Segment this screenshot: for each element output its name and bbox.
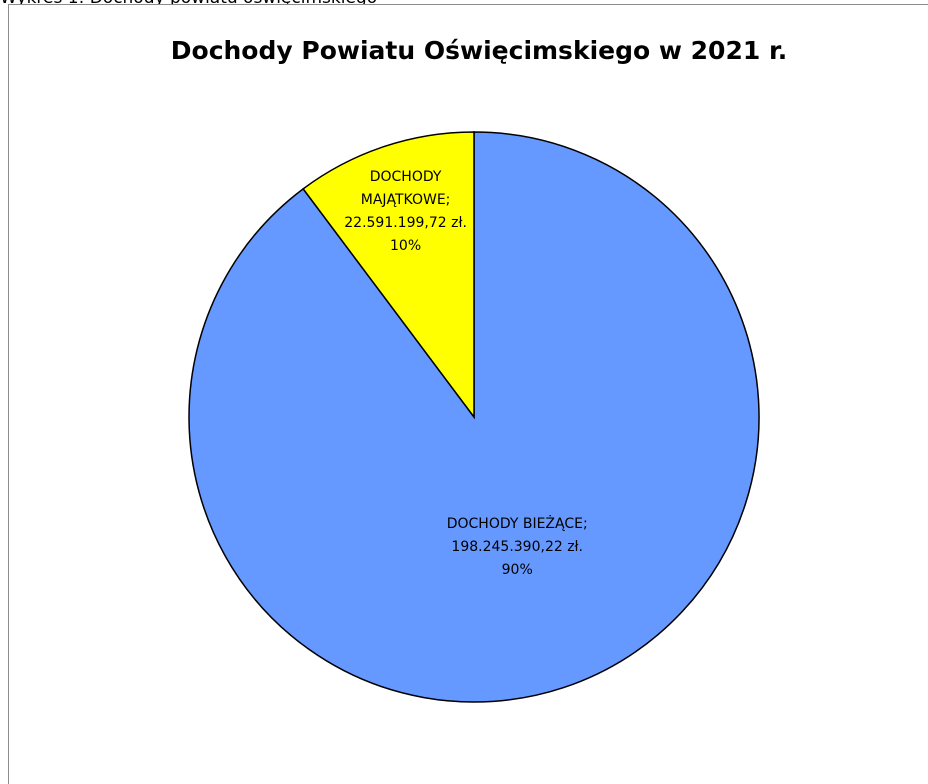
data-label-line: 10% bbox=[390, 238, 421, 254]
pie-slice-dochody-majatkowe bbox=[302, 131, 475, 420]
data-label-line: MAJĄTKOWE; bbox=[361, 192, 451, 208]
chart-title: Dochody Powiatu Oświęcimskiego w 2021 r. bbox=[170, 36, 788, 65]
data-label-line: 22.591.199,72 zł. bbox=[344, 215, 467, 231]
data-label-line: DOCHODY BIEŻĄCE; bbox=[447, 514, 588, 532]
data-label-dochody-majatkowe: DOCHODY MAJĄTKOWE; 22.591.199,72 zł. 10% bbox=[344, 169, 467, 254]
data-label-dochody-biezace: DOCHODY BIEŻĄCE; 198.245.390,22 zł. 90% bbox=[447, 514, 588, 578]
data-label-line: 90% bbox=[502, 562, 533, 578]
data-label-line: DOCHODY bbox=[370, 169, 442, 185]
data-label-line: 198.245.390,22 zł. bbox=[451, 539, 583, 555]
pie-chart: DOCHODY BIEŻĄCE;198.245.390,22 zł.90%DOC… bbox=[188, 131, 760, 703]
